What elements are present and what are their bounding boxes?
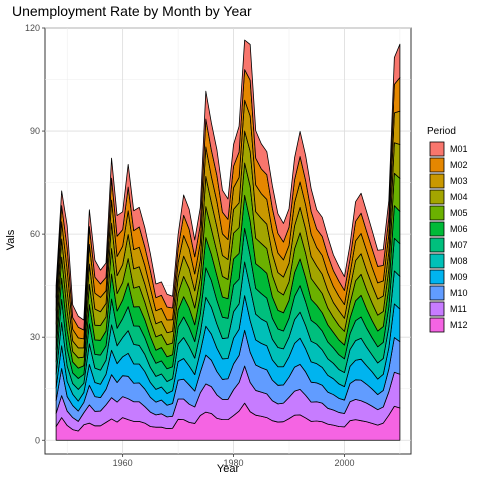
area-series-group xyxy=(55,39,401,441)
y-tick-label: 30 xyxy=(30,332,40,342)
legend-label-m09: M09 xyxy=(450,272,468,282)
chart-title: Unemployment Rate by Month by Year xyxy=(12,3,252,19)
legend-swatch-m06 xyxy=(429,221,445,237)
x-axis-title: Year xyxy=(217,463,240,475)
legend: Period M01 M02 M03 M04 M05 M06 M07 M08 M09 M10 M11… xyxy=(427,126,468,333)
x-tick-label: 2000 xyxy=(334,458,354,468)
legend-label-m04: M04 xyxy=(450,192,468,202)
y-axis-title: Vals xyxy=(5,229,17,250)
legend-swatch-m03 xyxy=(429,173,445,189)
x-axis-ticks: 1960 1980 2000 xyxy=(113,454,354,468)
legend-label-m03: M03 xyxy=(450,176,468,186)
y-tick-label: 90 xyxy=(30,126,40,136)
x-tick-label: 1980 xyxy=(224,458,244,468)
legend-swatch-m01 xyxy=(429,141,445,157)
legend-swatch-m07 xyxy=(429,237,445,253)
legend-label-m02: M02 xyxy=(450,160,468,170)
legend-swatch-m05 xyxy=(429,205,445,221)
legend-swatch-m04 xyxy=(429,189,445,205)
legend-swatch-m12 xyxy=(429,317,445,333)
legend-swatch-m10 xyxy=(429,285,445,301)
area-series-m01 xyxy=(55,39,401,331)
legend-label-m06: M06 xyxy=(450,224,468,234)
y-axis-ticks: 0 30 60 90 120 xyxy=(25,23,45,445)
legend-label-m10: M10 xyxy=(450,288,468,298)
y-tick-label: 120 xyxy=(25,23,40,33)
legend-label-m11: M11 xyxy=(450,304,467,314)
legend-swatch-m09 xyxy=(429,269,445,285)
legend-swatch-m02 xyxy=(429,157,445,173)
legend-label-m07: M07 xyxy=(450,240,468,250)
legend-label-m08: M08 xyxy=(450,256,468,266)
legend-swatch-m11 xyxy=(429,301,445,317)
legend-label-m12: M12 xyxy=(450,320,468,330)
legend-label-m01: M01 xyxy=(450,144,468,154)
y-tick-label: 0 xyxy=(35,435,40,445)
legend-swatch-m08 xyxy=(429,253,445,269)
y-tick-label: 60 xyxy=(30,229,40,239)
x-tick-label: 1960 xyxy=(113,458,133,468)
legend-label-m05: M05 xyxy=(450,208,468,218)
legend-title: Period xyxy=(427,126,456,137)
